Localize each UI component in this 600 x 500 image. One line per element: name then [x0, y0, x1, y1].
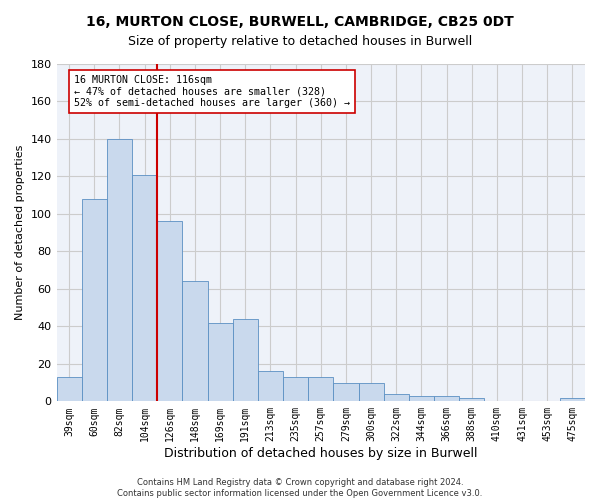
Y-axis label: Number of detached properties: Number of detached properties	[15, 145, 25, 320]
Bar	[107, 139, 132, 402]
Bar	[157, 222, 182, 402]
Bar	[258, 372, 283, 402]
Bar	[308, 377, 334, 402]
Bar	[459, 398, 484, 402]
Bar	[82, 199, 107, 402]
Bar	[182, 282, 208, 402]
Bar	[334, 382, 359, 402]
Text: 16, MURTON CLOSE, BURWELL, CAMBRIDGE, CB25 0DT: 16, MURTON CLOSE, BURWELL, CAMBRIDGE, CB…	[86, 15, 514, 29]
Bar	[560, 398, 585, 402]
Text: Size of property relative to detached houses in Burwell: Size of property relative to detached ho…	[128, 35, 472, 48]
Bar	[132, 174, 157, 402]
Bar	[409, 396, 434, 402]
Bar	[434, 396, 459, 402]
Bar	[56, 377, 82, 402]
Bar	[359, 382, 383, 402]
Bar	[233, 319, 258, 402]
Bar	[208, 322, 233, 402]
Text: 16 MURTON CLOSE: 116sqm
← 47% of detached houses are smaller (328)
52% of semi-d: 16 MURTON CLOSE: 116sqm ← 47% of detache…	[74, 75, 350, 108]
Bar	[383, 394, 409, 402]
X-axis label: Distribution of detached houses by size in Burwell: Distribution of detached houses by size …	[164, 447, 478, 460]
Text: Contains HM Land Registry data © Crown copyright and database right 2024.
Contai: Contains HM Land Registry data © Crown c…	[118, 478, 482, 498]
Bar	[283, 377, 308, 402]
